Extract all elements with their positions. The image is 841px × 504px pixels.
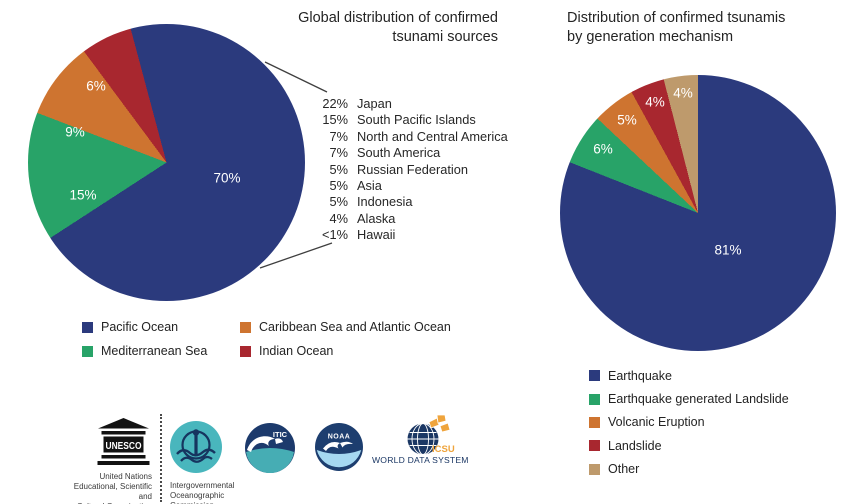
breakdown-percent: 15% — [322, 112, 348, 128]
legend-label: Volcanic Eruption — [608, 415, 705, 430]
breakdown-row: 5% Russian Federation — [312, 162, 508, 178]
pie-slice-label: 70% — [213, 170, 241, 186]
legend-item: Pacific Ocean — [82, 317, 240, 337]
breakdown-row: 5% Indonesia — [312, 194, 508, 210]
noaa-acronym: NOAA — [328, 434, 351, 441]
breakdown-row: 7% North and Central America — [312, 129, 508, 145]
left-chart-title-line2: tsunami sources — [392, 28, 498, 45]
ioc-logo-block: Intergovernmental Oceanographic Commissi… — [170, 421, 252, 504]
breakdown-percent: <1% — [322, 227, 348, 243]
breakdown-region: South America — [357, 145, 441, 161]
breakdown-region: South Pacific Islands — [357, 112, 476, 128]
breakdown-percent: 5% — [329, 177, 349, 193]
breakdown-percent: 5% — [329, 161, 349, 177]
wds-globe-icon — [407, 415, 451, 455]
legend-label: Earthquake — [608, 368, 672, 383]
breakdown-percent: 7% — [329, 128, 349, 144]
legend-swatch — [589, 416, 600, 428]
legend-item: Earthquake — [589, 364, 789, 387]
pacific-breakdown-list: 22% Japan 15% South Pacific Islands 7% N… — [312, 96, 508, 244]
legend-swatch — [82, 345, 93, 357]
breakdown-region: Asia — [357, 177, 382, 193]
legend-item: Indian Ocean — [240, 341, 451, 361]
breakdown-percent: 22% — [322, 96, 348, 111]
right-chart-title-line2: by generation mechanism — [567, 28, 734, 45]
left-chart-title: Global distribution of confirmed tsunami… — [260, 9, 498, 46]
right-chart-title: Distribution of confirmed tsunamis by ge… — [567, 9, 829, 46]
legend-label: Caribbean Sea and Atlantic Ocean — [259, 320, 451, 334]
wds-label-text: WORLD DATA SYSTEM — [372, 455, 469, 465]
right-chart-title-line1: Distribution of confirmed tsunamis — [567, 10, 786, 26]
breakdown-percent: 5% — [329, 194, 349, 210]
right-chart-legend: Earthquake Earthquake generated Landslid… — [589, 364, 789, 481]
pie-slice-label: 6% — [593, 141, 613, 157]
legend-label: Pacific Ocean — [101, 320, 179, 334]
pie-slice-label: 9% — [65, 124, 85, 140]
noaa-logo: NOAA — [315, 423, 363, 476]
legend-swatch — [240, 321, 251, 333]
legend-item: Other — [589, 458, 789, 481]
legend-item: Landslide — [589, 434, 789, 457]
breakdown-row: 4% Alaska — [312, 211, 508, 227]
breakdown-region: North and Central America — [357, 128, 508, 144]
unesco-caption: United Nations Educational, Scientific a… — [73, 472, 152, 504]
ioc-caption: Intergovernmental Oceanographic Commissi… — [170, 481, 235, 504]
legend-item: Volcanic Eruption — [589, 411, 789, 434]
breakdown-row: 22% Japan — [312, 96, 508, 112]
breakdown-row: <1% Hawaii — [312, 227, 508, 243]
breakdown-row: 5% Asia — [312, 178, 508, 194]
legend-swatch — [589, 393, 600, 405]
pie-slice-label: 15% — [69, 187, 97, 203]
legend-label: Earthquake generated Landslide — [608, 392, 789, 407]
unesco-acronym: UNESCO — [106, 441, 142, 452]
legend-label: Mediterranean Sea — [101, 344, 208, 358]
left-chart-legend: Pacific Ocean Caribbean Sea and Atlantic… — [82, 317, 451, 361]
generation-mechanism-pie: 81% 6% 5% 4% 4% — [560, 75, 836, 351]
pie-slice-label: 6% — [86, 78, 106, 94]
unesco-temple-icon: UNESCO — [97, 418, 150, 465]
breakdown-region: Alaska — [357, 210, 396, 226]
itic-icon: ITIC — [245, 423, 295, 474]
legend-label: Indian Ocean — [259, 344, 334, 358]
legend-item: Earthquake generated Landslide — [589, 387, 789, 410]
legend-swatch — [82, 321, 93, 333]
legend-swatch — [589, 463, 600, 475]
itic-logo: ITIC — [245, 423, 295, 478]
pie-slice-label: 81% — [714, 242, 742, 258]
legend-item: Caribbean Sea and Atlantic Ocean — [240, 317, 451, 337]
breakdown-region: Russian Federation — [357, 161, 468, 177]
pie-slice-label: 5% — [617, 112, 637, 128]
legend-item: Mediterranean Sea — [82, 341, 240, 361]
tsunami-sources-pie: 70% 15% 9% 6% — [28, 24, 305, 301]
itic-acronym: ITIC — [273, 430, 288, 439]
breakdown-region: Indonesia — [357, 194, 413, 210]
wds-icsu-text: ICSU — [432, 444, 455, 455]
legend-label: Other — [608, 462, 640, 477]
legend-label: Landslide — [608, 438, 662, 453]
breakdown-percent: 4% — [329, 210, 349, 226]
left-chart-title-line1: Global distribution of confirmed — [298, 10, 498, 26]
legend-swatch — [589, 440, 600, 452]
dotted-separator — [160, 414, 162, 502]
breakdown-row: 7% South America — [312, 145, 508, 161]
pie-slice-label: 4% — [645, 94, 665, 110]
breakdown-region: Japan — [357, 96, 392, 111]
wds-logo-block: ICSU WORLD DATA SYSTEM — [372, 414, 469, 469]
legend-swatch — [589, 370, 600, 382]
ioc-icon — [170, 421, 222, 473]
legend-swatch — [240, 345, 251, 357]
breakdown-percent: 7% — [329, 145, 349, 161]
pie-slice-label: 4% — [673, 85, 693, 101]
unesco-logo-block: UNESCO United Nations Educational, Scien… — [59, 418, 152, 504]
noaa-icon: NOAA — [315, 423, 363, 471]
breakdown-row: 15% South Pacific Islands — [312, 112, 508, 128]
breakdown-region: Hawaii — [357, 227, 396, 243]
